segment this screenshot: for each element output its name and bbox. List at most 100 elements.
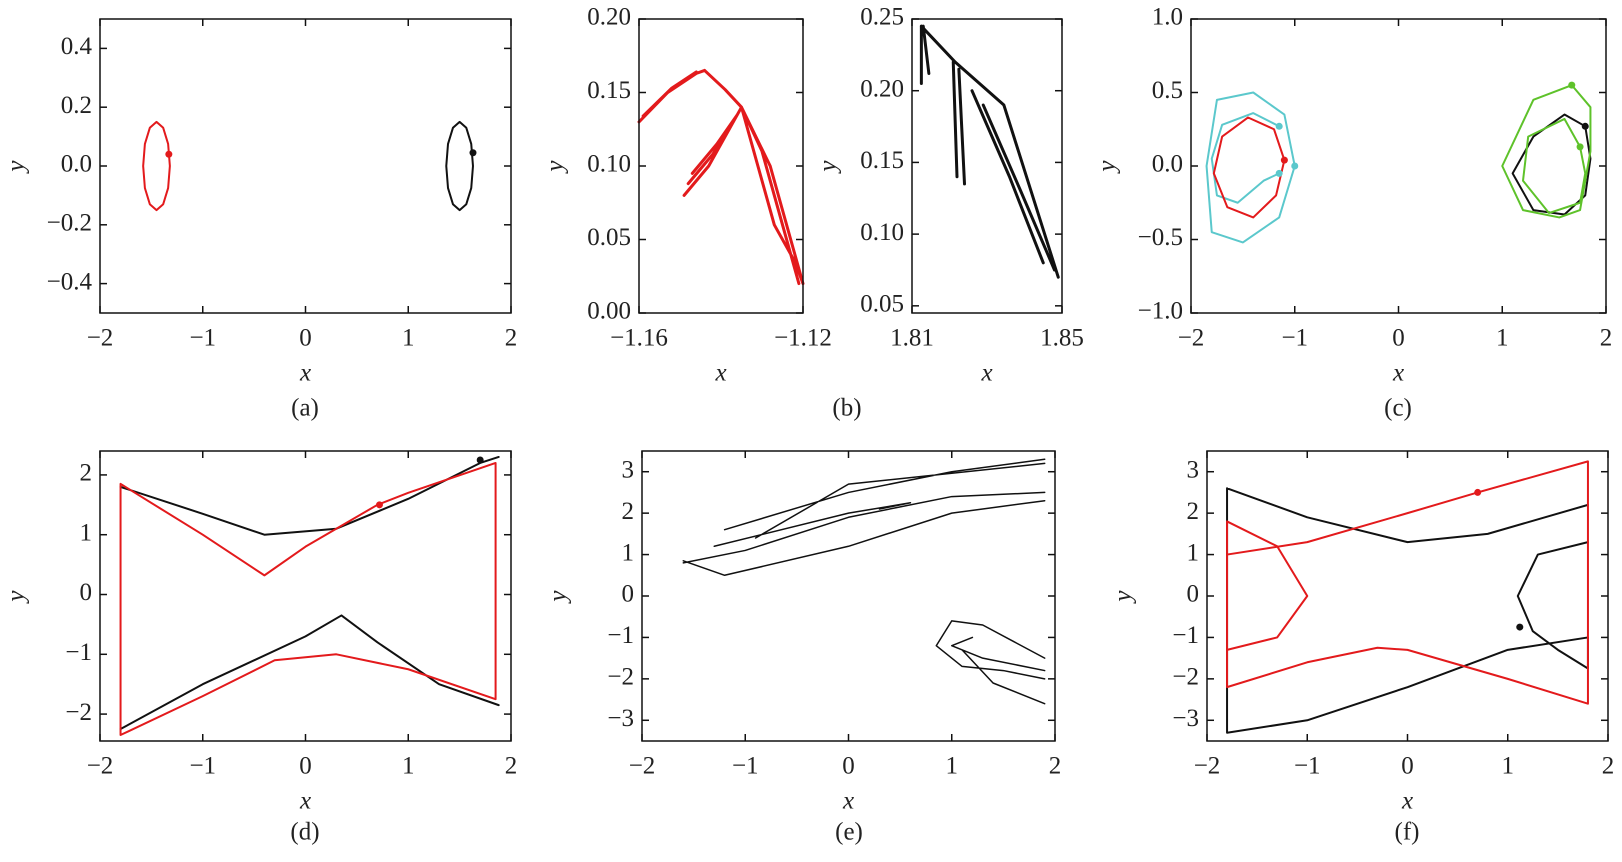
y-tick-label: −3 xyxy=(607,705,634,732)
y-tick-label: 0.15 xyxy=(587,77,631,104)
x-tick-label: 2 xyxy=(1602,753,1615,780)
y-tick-label: −0.5 xyxy=(1138,224,1183,251)
y-tick-label: −2 xyxy=(607,664,634,691)
point xyxy=(165,150,173,158)
x-tick-label: −2 xyxy=(87,753,114,780)
y-tick-label: 3 xyxy=(1187,456,1200,483)
y-axis-label: y xyxy=(3,590,30,605)
axes-frame xyxy=(99,450,512,742)
x-tick-label: 2 xyxy=(1049,753,1062,780)
y-tick-label: −2 xyxy=(1172,664,1199,691)
y-tick-label: 0 xyxy=(622,581,635,608)
x-tick-label: 0 xyxy=(1401,753,1414,780)
point xyxy=(1568,81,1576,89)
y-tick-label: −2 xyxy=(65,699,92,726)
panel-caption: (a) xyxy=(291,395,319,422)
panel-caption: (b) xyxy=(832,395,861,422)
y-tick-label: 2 xyxy=(622,498,635,525)
x-tick-label: 2 xyxy=(505,325,518,352)
y-tick-label: 2 xyxy=(1187,498,1200,525)
x-tick-label: −2 xyxy=(629,753,656,780)
y-tick-label: 0.25 xyxy=(860,4,904,31)
x-tick-label: −1 xyxy=(189,325,216,352)
x-tick-label: −1.12 xyxy=(774,325,832,352)
point xyxy=(1275,122,1283,130)
x-axis-label: x xyxy=(980,360,992,387)
y-tick-label: 0.2 xyxy=(61,92,92,119)
x-tick-label: 1.81 xyxy=(890,325,934,352)
y-tick-label: 0.0 xyxy=(61,151,92,178)
curve xyxy=(119,461,497,737)
y-tick-label: −1.0 xyxy=(1138,298,1183,325)
curve xyxy=(1511,113,1592,216)
y-tick-label: 0.10 xyxy=(860,219,904,246)
y-axis-label: y xyxy=(815,160,842,175)
x-tick-label: 1.85 xyxy=(1040,325,1084,352)
x-tick-label: −1 xyxy=(732,753,759,780)
x-tick-label: 0 xyxy=(299,753,312,780)
x-tick-label: 0 xyxy=(842,753,855,780)
x-tick-label: 1 xyxy=(1502,753,1515,780)
curve xyxy=(1226,460,1589,705)
x-tick-label: 2 xyxy=(505,753,518,780)
x-tick-label: 1 xyxy=(1496,325,1509,352)
panel-caption: (c) xyxy=(1384,395,1412,422)
x-axis-label: x xyxy=(1401,788,1413,815)
y-axis-label: y xyxy=(1094,160,1121,175)
y-tick-label: 0.00 xyxy=(587,298,631,325)
x-tick-label: −1 xyxy=(189,753,216,780)
y-tick-label: 0.10 xyxy=(587,151,631,178)
x-tick-label: −2 xyxy=(1194,753,1221,780)
axes-frame xyxy=(638,18,804,314)
x-tick-label: 0 xyxy=(1392,325,1405,352)
x-axis-label: x xyxy=(299,360,311,387)
curve xyxy=(1522,117,1587,215)
x-tick-label: 2 xyxy=(1600,325,1613,352)
curve xyxy=(1226,487,1589,734)
x-tick-label: 1 xyxy=(402,325,415,352)
curve xyxy=(142,120,171,212)
point xyxy=(1291,162,1299,170)
curve xyxy=(445,120,474,212)
y-tick-label: 0.20 xyxy=(860,75,904,102)
y-axis-label: y xyxy=(545,590,572,605)
point xyxy=(375,501,383,509)
panel-caption: (f) xyxy=(1395,819,1420,846)
y-tick-label: 0 xyxy=(1187,581,1200,608)
panel-caption: (d) xyxy=(290,819,319,846)
y-tick-label: 0.20 xyxy=(587,4,631,31)
x-tick-label: −2 xyxy=(87,325,114,352)
x-tick-label: 0 xyxy=(299,325,312,352)
y-tick-label: 0.05 xyxy=(860,291,904,318)
curve xyxy=(1212,116,1286,219)
x-axis-label: x xyxy=(1392,360,1404,387)
y-tick-label: 0.05 xyxy=(587,224,631,251)
axes-frame xyxy=(1206,450,1609,742)
y-tick-label: −3 xyxy=(1172,705,1199,732)
y-tick-label: 1 xyxy=(622,539,635,566)
y-tick-label: 1 xyxy=(80,519,93,546)
y-tick-label: 1.0 xyxy=(1152,4,1183,31)
point xyxy=(476,456,484,464)
y-axis-label: y xyxy=(1110,590,1137,605)
x-axis-label: x xyxy=(714,360,726,387)
y-tick-label: 0.5 xyxy=(1152,77,1183,104)
curve xyxy=(682,458,1046,705)
x-axis-label: x xyxy=(299,788,311,815)
x-tick-label: 1 xyxy=(402,753,415,780)
y-tick-label: 0 xyxy=(80,579,93,606)
point xyxy=(469,149,477,157)
x-tick-label: −1 xyxy=(1281,325,1308,352)
curve xyxy=(637,68,805,286)
point xyxy=(1581,122,1589,130)
y-tick-label: −0.4 xyxy=(47,268,93,295)
x-tick-label: −1.16 xyxy=(610,325,668,352)
y-tick-label: −1 xyxy=(65,639,92,666)
curve xyxy=(919,24,1060,279)
y-tick-label: 2 xyxy=(80,460,93,487)
curve xyxy=(1501,84,1592,219)
axes-frame xyxy=(641,450,1056,742)
x-tick-label: 1 xyxy=(946,753,959,780)
point xyxy=(1280,156,1288,164)
